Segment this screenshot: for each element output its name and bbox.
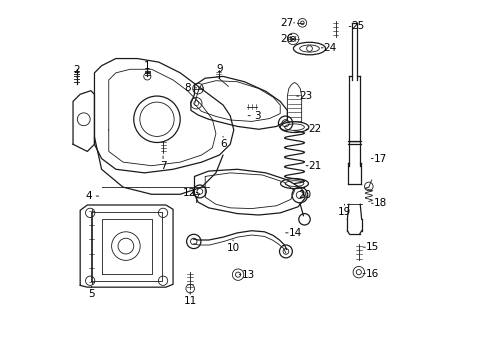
Text: 1: 1 <box>144 61 150 71</box>
Text: 6: 6 <box>219 139 226 149</box>
Text: 7: 7 <box>160 161 166 171</box>
Text: 4: 4 <box>85 191 92 201</box>
Text: 21: 21 <box>308 161 321 171</box>
Text: 5: 5 <box>88 289 95 299</box>
Text: 23: 23 <box>299 91 312 101</box>
Text: 19: 19 <box>337 207 350 217</box>
Text: 9: 9 <box>216 64 223 73</box>
Text: 17: 17 <box>373 154 386 163</box>
Text: 15: 15 <box>365 242 378 252</box>
Text: 3: 3 <box>254 111 260 121</box>
Text: 20: 20 <box>297 190 310 200</box>
Text: 18: 18 <box>373 198 386 208</box>
Text: 14: 14 <box>288 228 301 238</box>
Text: 12: 12 <box>182 188 195 198</box>
Text: 11: 11 <box>183 296 197 306</box>
Text: 8: 8 <box>183 83 190 93</box>
Text: 22: 22 <box>308 124 321 134</box>
Text: 16: 16 <box>365 269 378 279</box>
Text: 13: 13 <box>241 270 254 280</box>
Text: 10: 10 <box>226 243 239 253</box>
Text: 25: 25 <box>351 21 364 31</box>
Text: 27: 27 <box>280 18 293 28</box>
Text: 2: 2 <box>73 65 80 75</box>
Text: 24: 24 <box>323 43 336 53</box>
Text: 26: 26 <box>280 34 293 44</box>
